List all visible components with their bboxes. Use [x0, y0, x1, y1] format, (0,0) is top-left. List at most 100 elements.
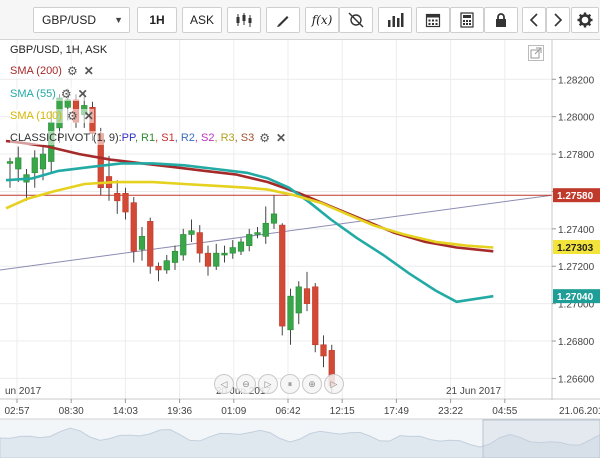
trend-line	[0, 194, 553, 271]
fit-button[interactable]: ▷	[258, 374, 278, 394]
price-axis-bg	[552, 40, 600, 418]
price-label-bg	[553, 289, 600, 304]
draw-button[interactable]	[266, 7, 300, 33]
reset-icon: ⏸	[287, 378, 293, 389]
indicators-button[interactable]: f(x)	[305, 7, 339, 33]
candle	[138, 236, 146, 250]
candle	[31, 157, 38, 174]
next-icon	[554, 13, 563, 27]
chart-grid	[0, 40, 552, 399]
chart-title: GBP/USD, 1H, ASK	[10, 44, 108, 56]
legend-sma55[interactable]: SMA (55) ⚙ ✕	[10, 87, 88, 101]
candle	[270, 213, 278, 224]
candle	[6, 161, 14, 164]
sma-lines	[5, 139, 494, 304]
candle	[287, 295, 294, 331]
time-axis-bg	[0, 400, 600, 418]
candle	[295, 286, 302, 314]
price-tick-label: 1.27800	[558, 150, 595, 161]
zoom-out-icon: ⊖	[242, 378, 250, 389]
price-tick-label: 1.28000	[558, 113, 595, 124]
time-tick-label: 12:15	[330, 406, 355, 417]
zoom-in-icon: ⊕	[308, 378, 316, 389]
close-icon[interactable]: ✕	[77, 87, 88, 101]
candle	[320, 344, 327, 357]
candle	[254, 232, 261, 235]
volume-bars-icon	[388, 13, 404, 27]
draw-icon	[277, 16, 289, 27]
lock-icon	[496, 13, 506, 27]
candle	[130, 202, 137, 252]
minimap-window	[482, 419, 600, 458]
pivot-items: PP, R1, S1, R2, S2, R3, S3	[122, 132, 255, 144]
candle	[188, 230, 195, 235]
time-tick-label: 23:22	[438, 406, 463, 417]
pivot-item-pp: PP	[121, 132, 135, 144]
time-tick-label: 14:03	[113, 406, 138, 417]
scroll-right-button[interactable]: ▷	[324, 374, 344, 394]
price-label-bg	[553, 239, 600, 254]
candle	[246, 234, 253, 246]
price-tick-label: 1.26600	[558, 374, 595, 385]
close-icon[interactable]: ✕	[83, 109, 94, 123]
legend-sma200-label: SMA (200)	[10, 65, 62, 77]
crosshair-button[interactable]	[339, 7, 373, 33]
candle	[262, 222, 269, 237]
close-icon[interactable]: ✕	[83, 64, 94, 78]
chevron-down-icon: ▼	[114, 15, 123, 25]
gear-icon[interactable]: ⚙	[66, 64, 78, 78]
expand-chart-button[interactable]	[528, 45, 544, 61]
symbol-selector[interactable]: GBP/USD ▼	[33, 7, 130, 33]
calculator-icon	[460, 12, 474, 28]
zoom-in-button[interactable]: ⊕	[302, 374, 322, 394]
gear-icon[interactable]: ⚙	[259, 131, 270, 145]
price-chart[interactable]: 1.282001.280001.278001.276001.274001.272…	[0, 40, 600, 458]
calendar-button[interactable]	[416, 7, 450, 33]
candle	[229, 247, 236, 254]
price-type-button[interactable]: ASK	[182, 7, 222, 33]
candle	[213, 252, 220, 267]
pivot-item-s1: , S1	[155, 132, 175, 144]
candle	[114, 193, 121, 202]
candle	[196, 232, 203, 254]
navigator-minimap[interactable]	[0, 418, 600, 458]
price-tick-label: 1.27200	[558, 262, 595, 273]
lock-button[interactable]	[484, 7, 518, 33]
zoom-out-button[interactable]: ⊖	[236, 374, 256, 394]
candle-type-button[interactable]	[227, 7, 261, 33]
legend-sma55-label: SMA (55)	[10, 88, 56, 100]
price-label-bg	[553, 188, 600, 203]
settings-icon	[577, 12, 593, 28]
price-tick-label: 1.26800	[558, 337, 595, 348]
scroll-left-button[interactable]: ◁	[214, 374, 234, 394]
gear-icon[interactable]: ⚙	[66, 109, 78, 123]
calendar-icon	[425, 13, 441, 28]
time-tick-label: 08:30	[59, 406, 84, 417]
candle	[122, 193, 129, 213]
interval-button[interactable]: 1H	[137, 7, 177, 33]
candle	[204, 252, 212, 267]
time-axis: 02:57 08:30 14:03 19:36 01:09 06:42 12:15 17:49…	[0, 398, 600, 418]
legend-sma100-label: SMA (100)	[10, 110, 62, 122]
next-button[interactable]	[546, 7, 570, 33]
scroll-right-icon: ▷	[330, 378, 338, 389]
prev-icon	[529, 13, 538, 27]
toolbar: GBP/USD ▼ 1H ASK f(x)	[0, 0, 600, 40]
gear-icon[interactable]: ⚙	[60, 87, 72, 101]
legend-sma100[interactable]: SMA (100) ⚙ ✕	[10, 109, 94, 123]
pivot-item-r3: , R3	[214, 132, 235, 144]
prev-button[interactable]	[522, 7, 546, 33]
calculator-button[interactable]	[450, 7, 484, 33]
candle	[155, 265, 162, 271]
volume-button[interactable]	[378, 7, 412, 33]
legend-sma200[interactable]: SMA (200) ⚙ ✕	[10, 64, 94, 78]
pivot-item-s3: , S3	[234, 132, 255, 144]
settings-button[interactable]	[571, 7, 599, 33]
scroll-left-icon: ◁	[220, 378, 228, 389]
price-label: 1.27040	[557, 292, 594, 303]
legend-pivot[interactable]: CLASSICPIVOT (1, 9): PP, R1, S1, R2, S2,…	[10, 131, 287, 145]
reset-button[interactable]: ⏸	[280, 374, 300, 394]
close-icon[interactable]: ✕	[276, 131, 287, 145]
price-label: 1.27580	[557, 191, 594, 202]
candle	[15, 157, 22, 170]
